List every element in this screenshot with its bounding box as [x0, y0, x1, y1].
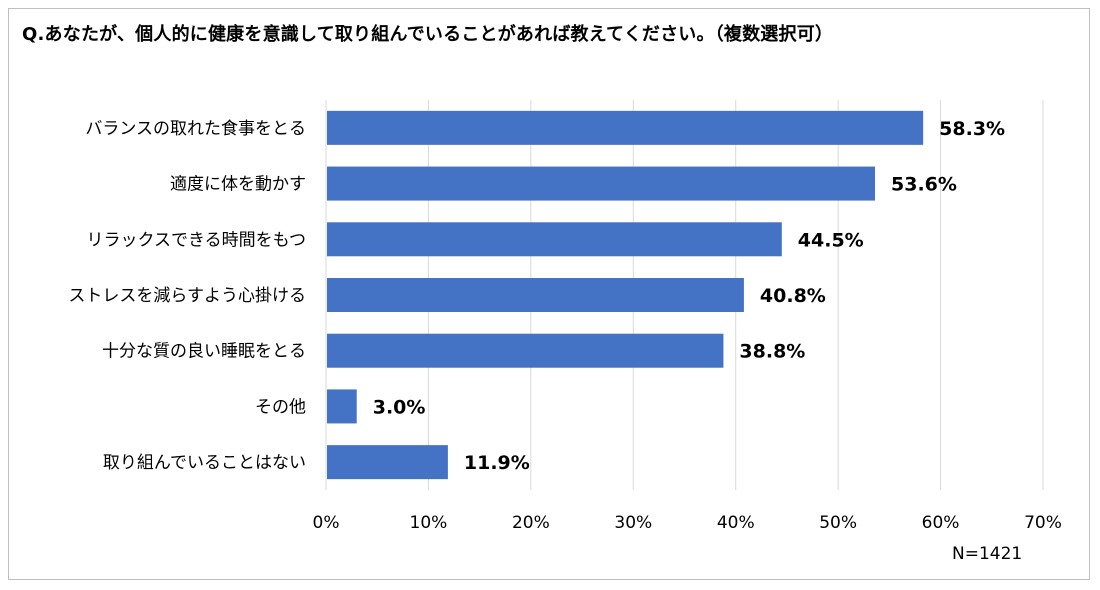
bar: [327, 445, 448, 480]
bar: [327, 166, 876, 201]
data-label: 40.8%: [760, 285, 826, 307]
category-label: バランスの取れた食事をとる: [85, 119, 306, 139]
category-label: 適度に体を動かす: [170, 175, 306, 195]
data-label: 53.6%: [891, 174, 957, 196]
category-label: ストレスを減らすよう心掛ける: [68, 286, 306, 306]
x-tick-label: 20%: [512, 513, 550, 533]
category-label: リラックスできる時間をもつ: [87, 230, 306, 250]
category-label: その他: [255, 397, 306, 417]
category-label: 取り組んでいることはない: [103, 453, 306, 473]
bar: [327, 222, 782, 257]
category-label: 十分な質の良い睡眠をとる: [102, 342, 306, 362]
x-tick-label: 40%: [717, 513, 755, 533]
data-label: 11.9%: [464, 452, 530, 474]
x-tick-label: 0%: [313, 513, 340, 533]
bar: [327, 389, 357, 424]
chart-title: Q.あなたが、個人的に健康を意識して取り組んでいることがあれば教えてください。（…: [22, 24, 834, 45]
data-label: 3.0%: [373, 396, 426, 418]
x-tick-label: 60%: [922, 513, 960, 533]
x-tick-label: 70%: [1024, 513, 1062, 533]
bar: [327, 278, 744, 312]
x-tick-label: 10%: [410, 513, 448, 533]
x-tick-label: 50%: [819, 513, 857, 533]
x-tick-label: 30%: [614, 513, 652, 533]
sample-size-note: N=1421: [952, 544, 1023, 564]
data-label: 44.5%: [798, 229, 864, 251]
data-label: 38.8%: [739, 341, 805, 363]
data-label: 58.3%: [939, 118, 1005, 140]
bar: [327, 110, 924, 145]
bar: [327, 333, 724, 368]
